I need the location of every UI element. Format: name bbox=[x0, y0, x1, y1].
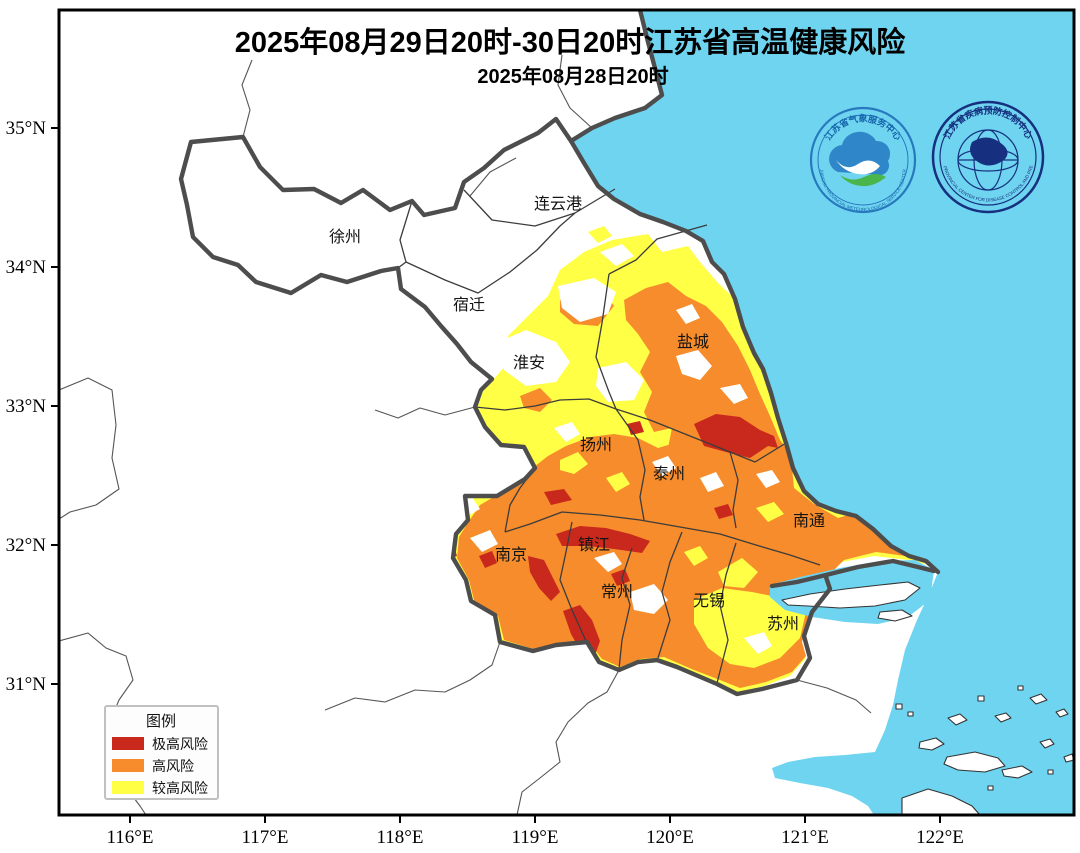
globe-icon bbox=[957, 129, 1019, 191]
x-tick-label: 118°E bbox=[377, 827, 424, 848]
high-risk-area-yancheng bbox=[624, 282, 792, 464]
city-label-nanjing: 南京 bbox=[495, 546, 527, 564]
plot-frame bbox=[57, 8, 1076, 817]
elevated-risk-spot bbox=[718, 558, 758, 588]
y-axis: 35°N 34°N 33°N 32°N 31°N bbox=[6, 118, 59, 695]
yellow-sea-water bbox=[571, 10, 1074, 815]
elevated-risk-spot bbox=[756, 502, 784, 522]
high-risk-spot bbox=[520, 388, 552, 412]
y-tick-label: 33°N bbox=[6, 396, 47, 417]
elevated-risk-spot bbox=[684, 546, 708, 566]
legend-label-high: 高风险 bbox=[152, 758, 194, 774]
map-title: 2025年08月29日20时-30日20时江苏省高温健康风险 bbox=[235, 25, 906, 59]
city-label-zhenjiang: 镇江 bbox=[578, 536, 610, 554]
city-label-suzhou: 苏州 bbox=[767, 615, 799, 633]
province-border bbox=[178, 116, 833, 697]
elevated-risk-spot bbox=[588, 226, 612, 243]
x-tick-label: 120°E bbox=[646, 827, 694, 848]
coastline bbox=[568, 10, 941, 575]
x-tick-label: 119°E bbox=[512, 827, 559, 848]
map-subtitle: 2025年08月28日20时 bbox=[477, 64, 668, 88]
city-label-xuzhou: 徐州 bbox=[329, 228, 361, 246]
yangtze-north-bank-border bbox=[769, 558, 937, 589]
y-tick-label: 31°N bbox=[6, 674, 47, 695]
legend-swatch-elevated bbox=[112, 781, 144, 794]
legend-swatch-high bbox=[112, 759, 144, 772]
city-label-huaian: 淮安 bbox=[513, 354, 545, 372]
y-tick-label: 34°N bbox=[6, 257, 47, 278]
city-labels: 连云港 徐州 宿迁 淮安 盐城 扬州 泰州 南通 南京 镇江 常州 无锡 苏州 bbox=[329, 195, 825, 633]
legend-label-very-high: 极高风险 bbox=[152, 736, 208, 752]
city-label-wuxi: 无锡 bbox=[693, 592, 725, 610]
x-tick-label: 117°E bbox=[242, 827, 289, 848]
elevated-risk-spot bbox=[606, 472, 630, 492]
x-tick-label: 121°E bbox=[781, 827, 829, 848]
x-tick-label: 122°E bbox=[916, 827, 964, 848]
cloud-icon bbox=[829, 131, 891, 187]
legend-title: 图例 bbox=[146, 713, 176, 730]
city-label-lianyungang: 连云港 bbox=[534, 195, 582, 213]
estuary-islet bbox=[877, 609, 913, 622]
chongming-island bbox=[781, 581, 921, 609]
x-axis: 116°E 117°E 118°E 119°E 120°E 121°E 122°… bbox=[107, 815, 964, 848]
elevated-risk-spot bbox=[560, 452, 588, 474]
legend-swatch-very-high bbox=[112, 737, 144, 750]
city-boundaries bbox=[397, 188, 821, 684]
legend-label-elevated: 较高风险 bbox=[152, 780, 208, 796]
city-label-changzhou: 常州 bbox=[601, 583, 633, 601]
elevated-risk-suzhou bbox=[694, 588, 806, 668]
city-label-nantong: 南通 bbox=[793, 512, 825, 530]
city-label-yangzhou: 扬州 bbox=[580, 436, 612, 454]
y-tick-label: 35°N bbox=[6, 118, 47, 139]
x-tick-label: 116°E bbox=[107, 827, 154, 848]
offshore-islands bbox=[895, 685, 1074, 815]
city-label-yancheng: 盐城 bbox=[677, 333, 709, 351]
legend: 图例 极高风险 高风险 较高风险 bbox=[104, 705, 219, 800]
city-label-suqian: 宿迁 bbox=[453, 296, 485, 314]
city-label-taizhou: 泰州 bbox=[653, 465, 685, 483]
y-tick-label: 32°N bbox=[6, 535, 47, 556]
